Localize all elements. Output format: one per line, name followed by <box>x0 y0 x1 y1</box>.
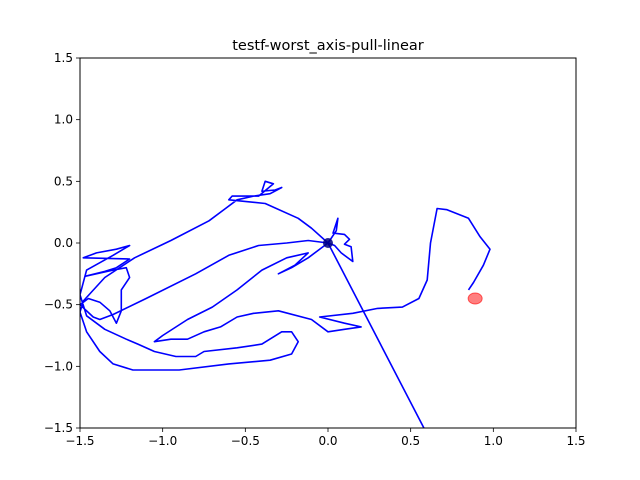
plot-area: −1.5 −1.0 −0.5 0.0 0.5 1.0 1.5 −1.5 −1.0 −0.5 0.0… <box>44 51 586 448</box>
x-tick-label: 1.5 <box>566 434 585 448</box>
target-marker <box>467 292 483 305</box>
x-tick-label: 1.0 <box>484 434 503 448</box>
y-axis: −1.5 −1.0 −0.5 0.0 0.5 1.0 1.5 <box>44 51 80 435</box>
x-tick-label: 0.0 <box>318 434 337 448</box>
trajectory-line-2 <box>327 242 425 428</box>
y-tick-label: 0.5 <box>54 174 73 188</box>
marker-layer <box>323 238 483 305</box>
chart-title: testf-worst_axis-pull-linear <box>232 38 424 54</box>
y-tick-label: 1.0 <box>54 113 73 127</box>
x-tick-label: 0.5 <box>401 434 420 448</box>
y-tick-label: −1.0 <box>44 359 73 373</box>
x-tick-label: −1.5 <box>65 434 94 448</box>
x-axis: −1.5 −1.0 −0.5 0.0 0.5 1.0 1.5 <box>65 428 586 448</box>
series-layer <box>80 180 491 428</box>
trajectory-line-1 <box>80 180 491 371</box>
start-marker <box>323 238 333 248</box>
y-tick-label: −1.5 <box>44 421 73 435</box>
x-tick-label: −1.0 <box>148 434 177 448</box>
y-tick-label: −0.5 <box>44 298 73 312</box>
y-tick-label: 0.0 <box>54 236 73 250</box>
x-tick-label: −0.5 <box>231 434 260 448</box>
y-tick-label: 1.5 <box>54 51 73 65</box>
